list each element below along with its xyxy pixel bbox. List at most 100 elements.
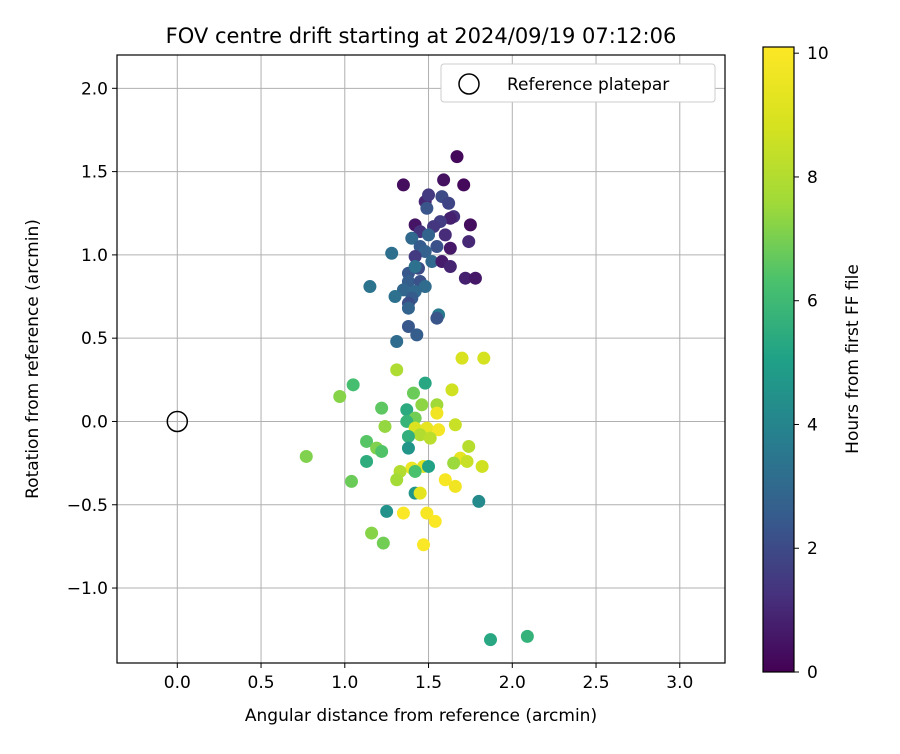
colorbar-tick-label: 8	[807, 168, 818, 188]
data-point	[405, 231, 419, 245]
data-point	[401, 320, 415, 334]
data-point	[415, 398, 429, 412]
data-point	[443, 241, 457, 255]
data-point	[413, 486, 427, 500]
data-point	[378, 419, 392, 433]
x-tick-label: 1.5	[415, 673, 442, 693]
legend: Reference platepar	[440, 63, 716, 103]
data-point	[388, 290, 402, 304]
colorbar-tick-label: 0	[807, 663, 818, 683]
y-tick-label: 1.0	[81, 246, 108, 266]
data-point	[475, 459, 489, 473]
data-point	[420, 506, 434, 520]
data-point	[477, 351, 491, 365]
data-points	[299, 150, 534, 647]
data-point	[390, 363, 404, 377]
data-point	[380, 504, 394, 518]
data-point	[463, 218, 477, 232]
colorbar-tick-label: 2	[807, 539, 818, 559]
x-axis-label: Angular distance from reference (arcmin)	[245, 706, 597, 726]
x-tick-label: 2.5	[583, 673, 610, 693]
data-point	[472, 494, 486, 508]
data-point	[450, 150, 464, 164]
data-point	[333, 389, 347, 403]
data-point	[438, 473, 452, 487]
legend-label: Reference platepar	[507, 75, 669, 95]
x-tick-label: 0.0	[164, 673, 191, 693]
y-tick-label: 0.0	[81, 412, 108, 432]
data-point	[455, 351, 469, 365]
data-point	[385, 246, 399, 260]
data-point	[360, 434, 374, 448]
legend-marker-icon	[458, 73, 480, 95]
data-point	[457, 178, 471, 192]
data-point	[437, 173, 451, 187]
y-tick-label: 0.5	[81, 329, 108, 349]
colorbar-tick-label: 6	[807, 292, 818, 312]
data-point	[422, 459, 436, 473]
data-point	[430, 406, 444, 420]
plot-frame	[116, 54, 726, 664]
data-point	[346, 378, 360, 392]
data-point	[468, 271, 482, 285]
data-point	[438, 228, 452, 242]
data-point	[299, 449, 313, 463]
colorbar-gradient	[762, 46, 795, 673]
data-point	[484, 633, 498, 647]
data-point	[430, 240, 444, 254]
colorbar-tick-label: 4	[807, 415, 818, 435]
data-point	[448, 418, 462, 432]
x-tick-label: 3.0	[666, 673, 693, 693]
data-point	[418, 245, 432, 259]
x-tick-label: 2.0	[499, 673, 526, 693]
data-point	[418, 376, 432, 390]
data-point	[447, 456, 461, 470]
data-point	[390, 473, 404, 487]
data-point	[422, 188, 436, 202]
x-tick-label: 1.0	[331, 673, 358, 693]
colorbar-ticks: 0 2 4 6 8 10	[794, 44, 829, 683]
y-axis-label: Rotation from reference (arcmin)	[23, 219, 43, 499]
data-point	[390, 335, 404, 349]
data-point	[448, 479, 462, 493]
data-point	[462, 439, 476, 453]
data-point	[408, 250, 422, 264]
data-point	[376, 536, 390, 550]
y-tick-label: 1.5	[81, 163, 108, 183]
data-point	[396, 178, 410, 192]
colorbar: 0 2 4 6 8 10 Hours from first FF file	[762, 44, 863, 683]
data-point	[430, 311, 444, 325]
data-point	[408, 260, 422, 274]
data-point	[396, 506, 410, 520]
x-axis-ticks: 0.0 0.5 1.0 1.5 2.0 2.5 3.0	[164, 663, 693, 693]
data-point	[422, 228, 436, 242]
data-point	[401, 301, 415, 315]
data-point	[400, 403, 414, 417]
data-point	[418, 280, 432, 294]
data-point	[445, 383, 459, 397]
data-point	[375, 401, 389, 415]
y-tick-label: −1.0	[67, 579, 108, 599]
data-point	[428, 514, 442, 528]
data-point	[401, 429, 415, 443]
data-point	[462, 235, 476, 249]
data-point	[375, 444, 389, 458]
data-point	[443, 211, 457, 225]
data-point	[408, 464, 422, 478]
reference-marker	[166, 410, 189, 433]
data-point	[413, 428, 427, 442]
data-point	[401, 441, 415, 455]
data-point	[442, 196, 456, 210]
x-tick-label: 0.5	[248, 673, 275, 693]
data-point	[365, 526, 379, 540]
legend-box	[440, 63, 716, 103]
data-point	[443, 260, 457, 274]
data-point	[363, 280, 377, 294]
data-point	[406, 386, 420, 400]
chart-title: FOV centre drift starting at 2024/09/19 …	[166, 24, 677, 48]
colorbar-label: Hours from first FF file	[843, 264, 863, 454]
data-point	[360, 454, 374, 468]
colorbar-tick-label: 10	[807, 44, 829, 64]
data-point	[425, 255, 439, 269]
